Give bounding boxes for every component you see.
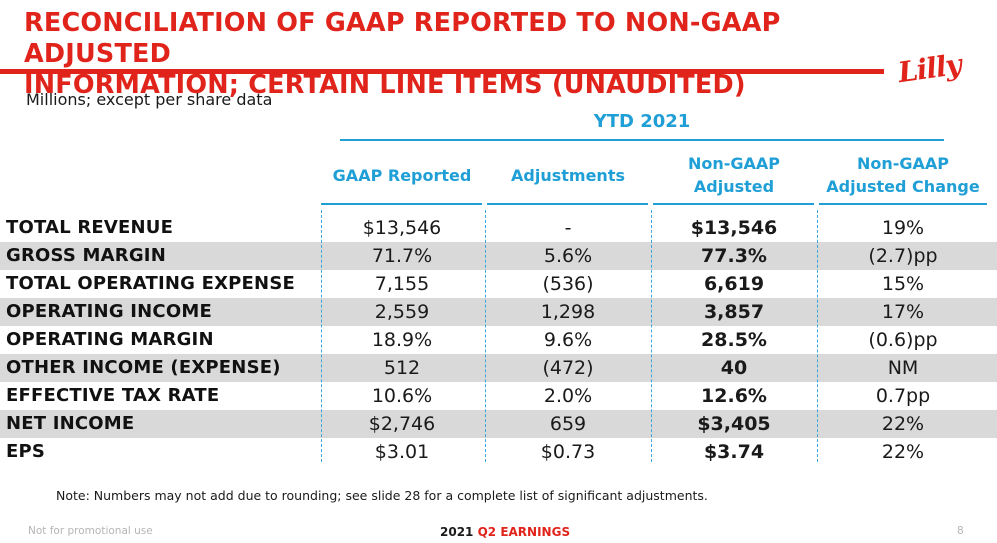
cell-nongaap: 40 [720, 357, 748, 379]
table-row: TOTAL REVENUE $13,546 - $13,546 19% [0, 214, 997, 242]
cell-gaap: 512 [383, 357, 421, 379]
col-header-nongaap: Non-GAAP Adjusted [687, 154, 781, 196]
cell-change: 17% [881, 301, 925, 323]
table-row: GROSS MARGIN 71.7% 5.6% 77.3% (2.7)pp [0, 242, 997, 270]
table-row: OPERATING INCOME 2,559 1,298 3,857 17% [0, 298, 997, 326]
row-label: TOTAL OPERATING EXPENSE [6, 273, 295, 294]
column-divider [321, 210, 322, 462]
cell-gaap: 7,155 [374, 273, 430, 295]
period-label: YTD 2021 [593, 111, 691, 132]
table-row: EPS $3.01 $0.73 $3.74 22% [0, 438, 997, 466]
lilly-logo: Lilly [896, 47, 963, 90]
page-number: 8 [957, 525, 964, 537]
cell-nongaap: $3,405 [697, 413, 771, 435]
cell-adj: 1,298 [540, 301, 596, 323]
cell-change: 22% [881, 441, 925, 463]
table-row: OTHER INCOME (EXPENSE) 512 (472) 40 NM [0, 354, 997, 382]
col-rule-adjustments [487, 203, 648, 205]
column-divider [817, 210, 818, 462]
event-name: Q2 EARNINGS [477, 525, 571, 539]
table-row: TOTAL OPERATING EXPENSE 7,155 (536) 6,619 15… [0, 270, 997, 298]
cell-adj: $0.73 [540, 441, 596, 463]
cell-nongaap: 6,619 [703, 273, 765, 295]
row-label: NET INCOME [6, 413, 135, 434]
row-label: GROSS MARGIN [6, 245, 166, 266]
event-year: 2021 [440, 525, 474, 539]
column-divider [651, 210, 652, 462]
units-note: Millions; except per share data [26, 90, 273, 109]
row-label: TOTAL REVENUE [6, 217, 174, 238]
cell-change: 19% [881, 217, 925, 239]
col-rule-nongaap [653, 203, 814, 205]
row-label: EFFECTIVE TAX RATE [6, 385, 220, 406]
cell-adj: (472) [542, 357, 594, 379]
cell-gaap: $2,746 [368, 413, 436, 435]
footnote: Note: Numbers may not add due to roundin… [56, 488, 708, 503]
cell-change: (2.7)pp [868, 245, 938, 267]
cell-adj: 9.6% [543, 329, 593, 351]
cell-gaap: 10.6% [371, 385, 433, 407]
column-divider [485, 210, 486, 462]
cell-change: NM [887, 357, 919, 379]
row-label: EPS [6, 441, 46, 462]
cell-adj: 659 [549, 413, 587, 435]
cell-change: 15% [881, 273, 925, 295]
cell-adj: (536) [542, 273, 594, 295]
cell-adj: 2.0% [543, 385, 593, 407]
cell-gaap: $13,546 [362, 217, 442, 239]
cell-adj: - [564, 217, 572, 239]
disclaimer: Not for promotional use [28, 525, 153, 537]
col-rule-change [819, 203, 987, 205]
cell-gaap: 18.9% [371, 329, 433, 351]
row-label: OPERATING MARGIN [6, 329, 214, 350]
table-row: OPERATING MARGIN 18.9% 9.6% 28.5% (0.6)pp [0, 326, 997, 354]
col-header-change: Non-GAAP Adjusted Change [826, 154, 980, 196]
title-line-2: INFORMATION; CERTAIN LINE ITEMS (UNAUDIT… [24, 70, 746, 100]
row-label: OTHER INCOME (EXPENSE) [6, 357, 281, 378]
cell-nongaap: 3,857 [703, 301, 765, 323]
cell-adj: 5.6% [543, 245, 593, 267]
event-label: 2021 Q2 EARNINGS [440, 525, 570, 539]
table-row: NET INCOME $2,746 659 $3,405 22% [0, 410, 997, 438]
cell-change: 22% [881, 413, 925, 435]
period-underline [340, 139, 944, 141]
col-header-gaap: GAAP Reported [332, 165, 472, 185]
col-rule-gaap [321, 203, 482, 205]
cell-change: (0.6)pp [868, 329, 938, 351]
cell-nongaap: 28.5% [701, 329, 767, 351]
cell-nongaap: $13,546 [690, 217, 778, 239]
table-row: EFFECTIVE TAX RATE 10.6% 2.0% 12.6% 0.7pp [0, 382, 997, 410]
col-header-adjustments: Adjustments [511, 165, 625, 185]
slide-title: RECONCILIATION OF GAAP REPORTED TO NON-G… [24, 8, 904, 101]
title-line-1: RECONCILIATION OF GAAP REPORTED TO NON-G… [24, 8, 781, 69]
cell-gaap: $3.01 [374, 441, 430, 463]
row-label: OPERATING INCOME [6, 301, 212, 322]
cell-nongaap: 77.3% [701, 245, 767, 267]
title-underline [0, 69, 884, 74]
cell-gaap: 2,559 [374, 301, 430, 323]
cell-change: 0.7pp [875, 385, 931, 407]
cell-nongaap: $3.74 [703, 441, 765, 463]
cell-nongaap: 12.6% [701, 385, 767, 407]
cell-gaap: 71.7% [371, 245, 433, 267]
